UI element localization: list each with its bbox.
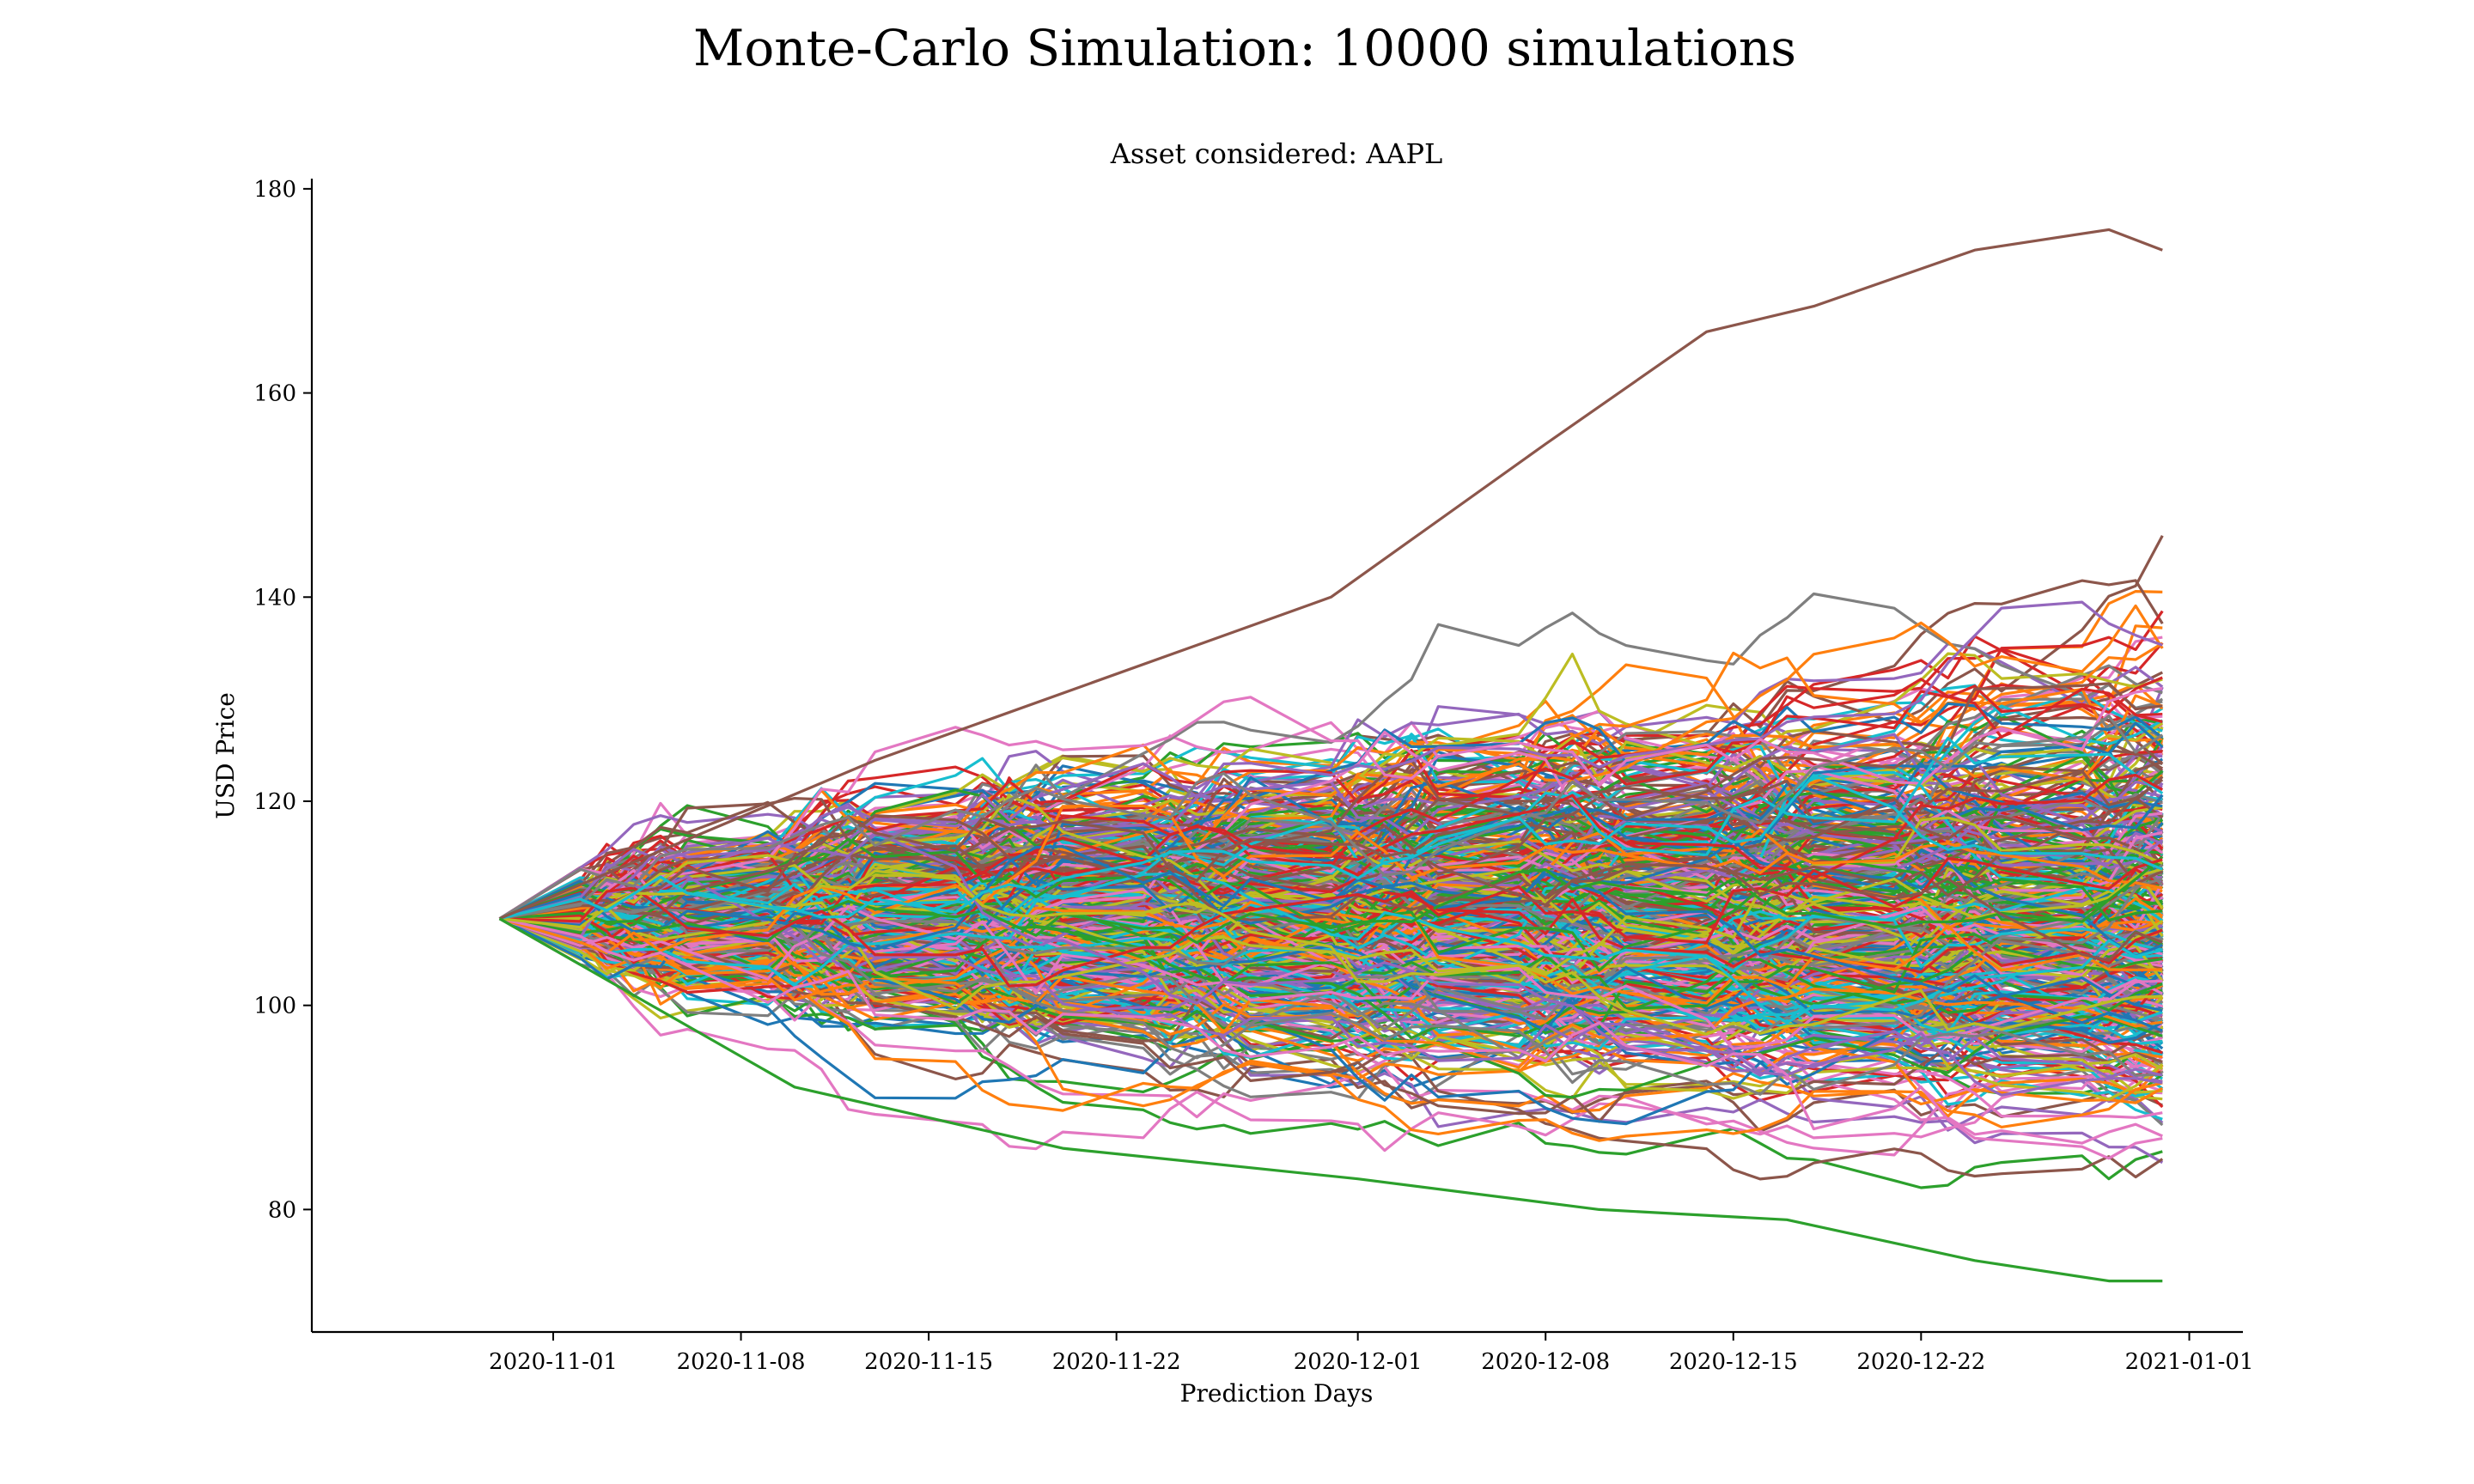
simulation-path [499, 774, 2163, 921]
x-tick-label: 2021-01-01 [2125, 1349, 2254, 1375]
simulation-path [499, 714, 2164, 921]
simulation-path [499, 872, 2163, 1025]
x-tick-label: 2020-11-15 [864, 1349, 993, 1375]
x-axis-ticks: 2020-11-01 2020-11-08 2020-11-15 2020-11-22… [489, 1332, 2254, 1375]
y-tick-label: 140 [253, 585, 296, 611]
y-axis-ticks: 80 100 120 140 160 180 [253, 177, 312, 1223]
simulation-path [499, 874, 2163, 1097]
simulation-path [499, 857, 2163, 988]
y-axis-label: USD Price [211, 692, 240, 819]
x-tick-label: 2020-12-01 [1294, 1349, 1423, 1375]
x-tick-label: 2020-11-01 [489, 1349, 618, 1375]
x-tick-label: 2020-11-22 [1052, 1349, 1181, 1375]
x-axis-label: Prediction Days [1180, 1379, 1374, 1408]
simulation-path [499, 869, 2163, 1036]
x-tick-label: 2020-12-15 [1669, 1349, 1798, 1375]
simulation-path [499, 694, 2163, 921]
simulation-path [499, 837, 2163, 972]
y-tick-label: 80 [268, 1197, 296, 1223]
simulation-path [499, 854, 2163, 1055]
simulation-path [499, 886, 2163, 999]
simulation-path [499, 773, 2164, 964]
min-simulation-path [498, 917, 2163, 1283]
simulation-path [499, 917, 2163, 1069]
y-tick-label: 160 [253, 381, 296, 407]
simulation-path [499, 686, 2163, 922]
simulation-path [499, 868, 2163, 988]
simulation-path [499, 684, 2163, 921]
simulation-path [499, 904, 2163, 1051]
simulation-path [499, 775, 2164, 921]
simulation-path [499, 867, 2163, 1010]
simulation-lines [498, 228, 2164, 1283]
simulation-path [499, 917, 2163, 1160]
x-tick-label: 2020-12-22 [1856, 1349, 1985, 1375]
x-tick-label: 2020-12-08 [1481, 1349, 1610, 1375]
simulation-path [499, 715, 2164, 928]
chart-title: Monte-Carlo Simulation: 10000 simulation… [693, 19, 1796, 77]
simulation-path [499, 804, 2163, 955]
simulation-path [499, 882, 2164, 956]
x-tick-label: 2020-11-08 [677, 1349, 806, 1375]
max-simulation-path [498, 228, 2163, 921]
chart-subtitle: Asset considered: AAPL [1110, 137, 1442, 170]
simulation-path [499, 682, 2163, 928]
simulation-path [499, 815, 2163, 963]
simulation-path [499, 902, 2163, 1096]
simulation-path [499, 600, 2163, 925]
y-tick-label: 100 [253, 994, 296, 1019]
y-tick-label: 120 [253, 789, 296, 815]
y-tick-label: 180 [253, 177, 296, 203]
simulation-path [499, 758, 2164, 949]
